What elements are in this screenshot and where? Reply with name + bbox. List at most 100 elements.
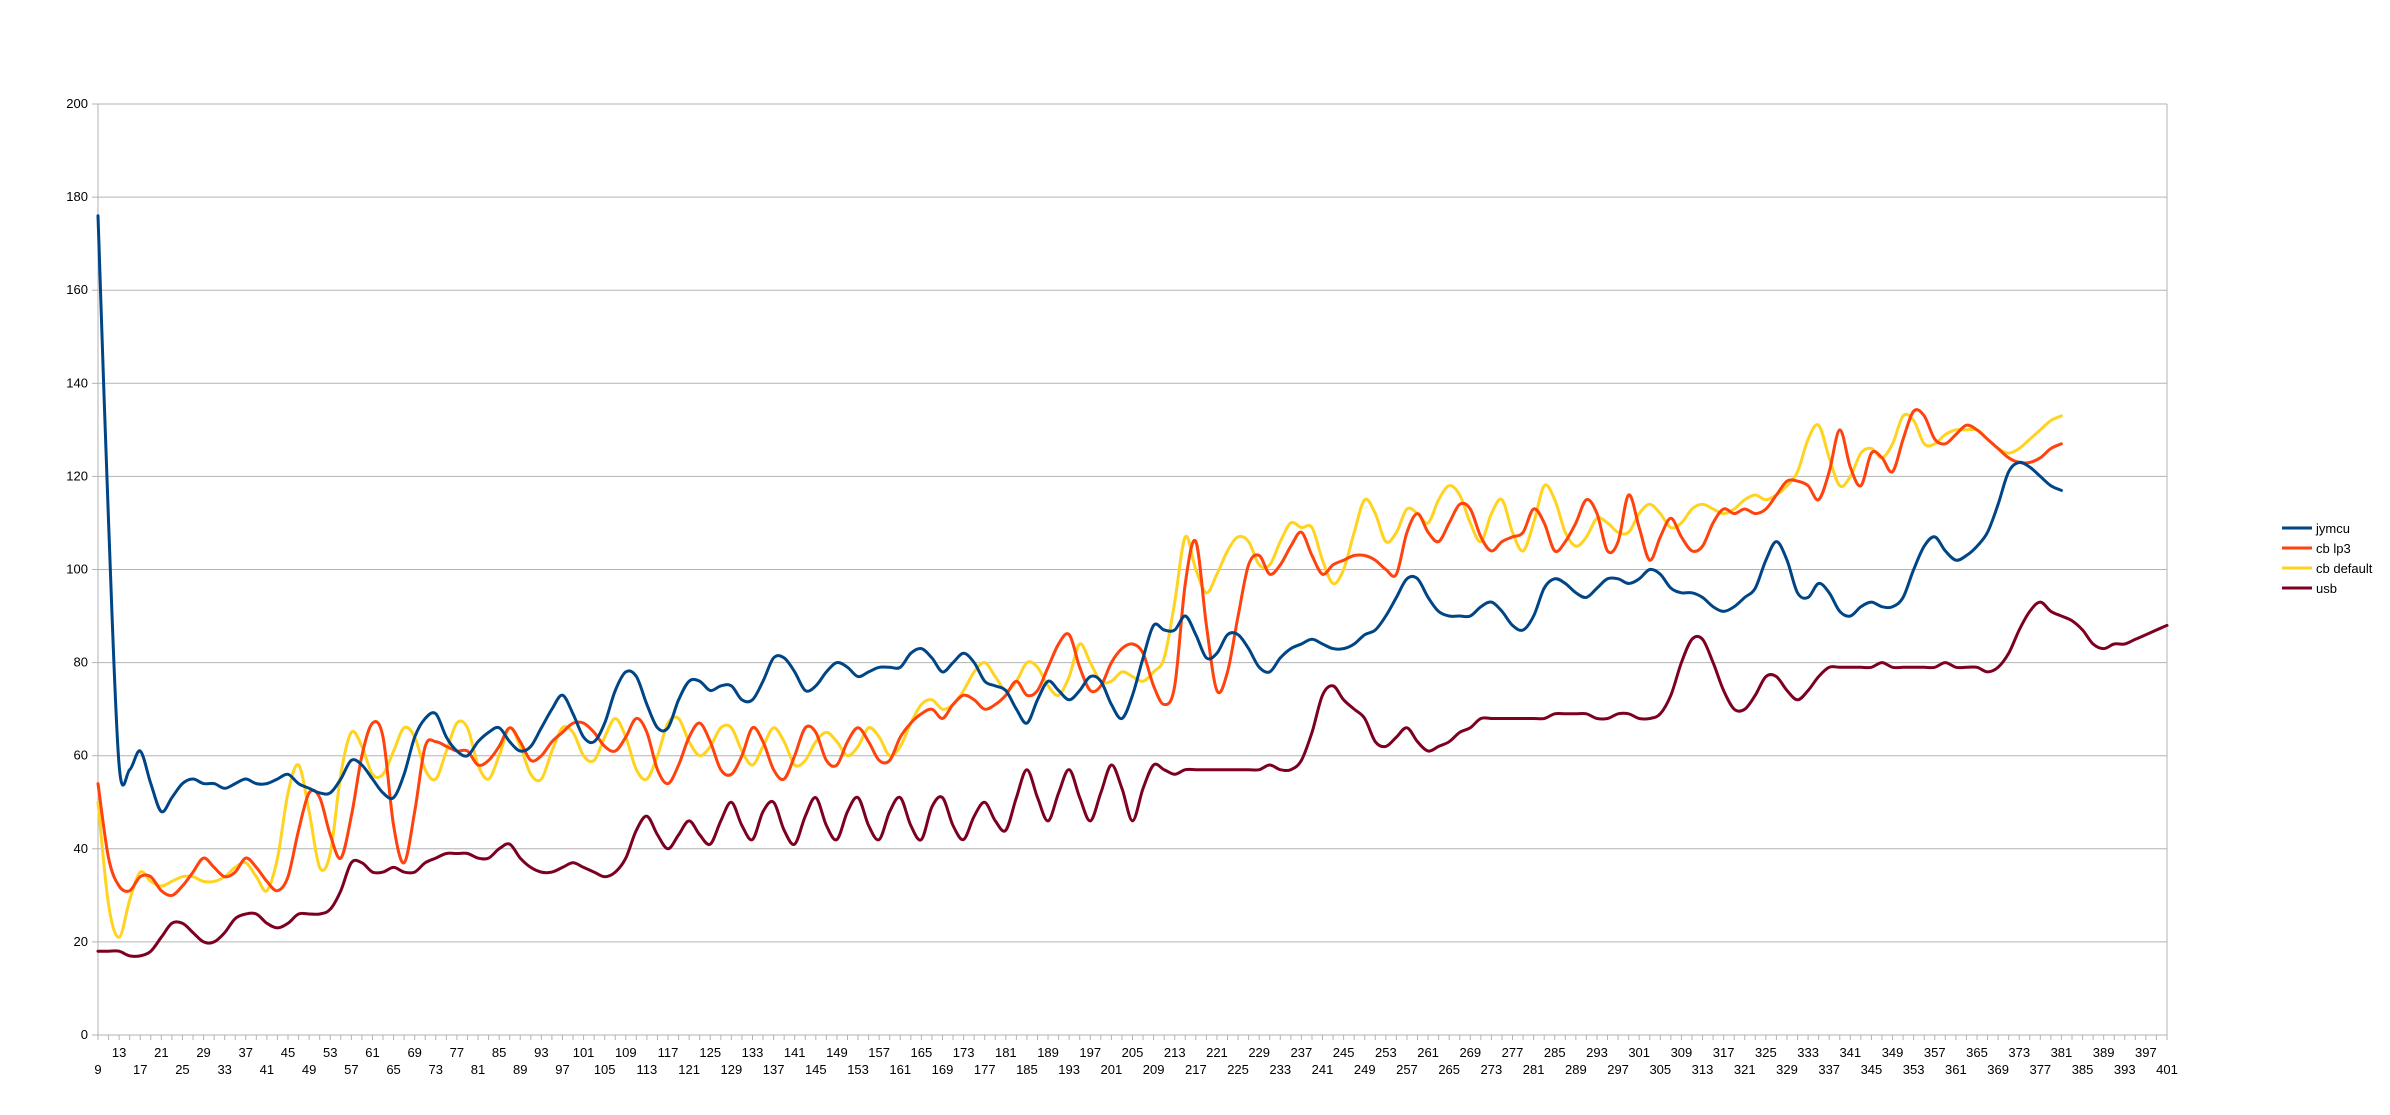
series-line-cb-lp3 xyxy=(96,408,2063,898)
x-tick-label: 17 xyxy=(133,1062,147,1077)
x-tick-label: 261 xyxy=(1417,1045,1439,1060)
x-tick-label: 381 xyxy=(2051,1045,2073,1060)
x-tick-label: 345 xyxy=(1861,1062,1883,1077)
x-tick-label: 61 xyxy=(365,1045,379,1060)
x-tick-label: 213 xyxy=(1164,1045,1186,1060)
x-tick-label: 57 xyxy=(344,1062,358,1077)
y-tick-label: 80 xyxy=(74,655,88,670)
x-tick-label: 77 xyxy=(450,1045,464,1060)
x-tick-label: 225 xyxy=(1227,1062,1249,1077)
x-tick-label: 253 xyxy=(1375,1045,1397,1060)
x-tick-label: 401 xyxy=(2156,1062,2178,1077)
x-tick-label: 321 xyxy=(1734,1062,1756,1077)
y-axis: 0 20 40 60 80 100 120 140 160 180 200 xyxy=(66,96,98,1042)
legend: jymcu cb lp3 cb default usb xyxy=(2282,521,2373,596)
x-tick-label: 313 xyxy=(1692,1062,1714,1077)
x-tick-label: 49 xyxy=(302,1062,316,1077)
x-tick-label: 185 xyxy=(1016,1062,1038,1077)
x-tick-label: 289 xyxy=(1565,1062,1587,1077)
x-tick-label: 109 xyxy=(615,1045,637,1060)
legend-label-usb: usb xyxy=(2316,581,2337,596)
x-tick-label: 153 xyxy=(847,1062,869,1077)
x-tick-label: 369 xyxy=(1987,1062,2009,1077)
x-tick-label: 129 xyxy=(721,1062,743,1077)
x-tick-label: 145 xyxy=(805,1062,827,1077)
x-tick-label: 237 xyxy=(1291,1045,1313,1060)
x-tick-label: 353 xyxy=(1903,1062,1925,1077)
x-tick-label: 285 xyxy=(1544,1045,1566,1060)
series-line-usb xyxy=(96,600,2169,958)
x-tick-label: 377 xyxy=(2029,1062,2051,1077)
x-tick-label: 97 xyxy=(555,1062,569,1077)
x-tick-label: 137 xyxy=(763,1062,785,1077)
y-tick-label: 200 xyxy=(66,96,88,111)
y-tick-label: 180 xyxy=(66,189,88,204)
x-tick-label: 125 xyxy=(699,1045,721,1060)
y-tick-label: 120 xyxy=(66,468,88,483)
x-tick-label: 165 xyxy=(911,1045,933,1060)
x-tick-label: 25 xyxy=(175,1062,189,1077)
x-tick-label: 141 xyxy=(784,1045,806,1060)
x-tick-label: 277 xyxy=(1502,1045,1524,1060)
series-lines xyxy=(96,214,2169,958)
x-tick-label: 21 xyxy=(154,1045,168,1060)
x-tick-label: 305 xyxy=(1649,1062,1671,1077)
x-tick-label: 365 xyxy=(1966,1045,1988,1060)
x-tick-label: 13 xyxy=(112,1045,126,1060)
y-tick-label: 140 xyxy=(66,375,88,390)
x-tick-label: 149 xyxy=(826,1045,848,1060)
x-tick-label: 173 xyxy=(953,1045,975,1060)
x-tick-label: 81 xyxy=(471,1062,485,1077)
y-tick-label: 20 xyxy=(74,934,88,949)
x-tick-label: 113 xyxy=(637,1062,658,1077)
x-tick-label: 297 xyxy=(1607,1062,1629,1077)
x-tick-label: 117 xyxy=(658,1045,679,1060)
x-tick-label: 121 xyxy=(678,1062,700,1077)
x-tick-label: 177 xyxy=(974,1062,996,1077)
y-tick-label: 100 xyxy=(66,562,88,577)
x-tick-label: 53 xyxy=(323,1045,337,1060)
x-tick-label: 69 xyxy=(407,1045,421,1060)
x-tick-label: 241 xyxy=(1312,1062,1334,1077)
y-tick-label: 60 xyxy=(74,748,88,763)
x-tick-label: 157 xyxy=(868,1045,890,1060)
x-tick-label: 309 xyxy=(1671,1045,1693,1060)
x-tick-label: 333 xyxy=(1797,1045,1819,1060)
x-tick-label: 329 xyxy=(1776,1062,1798,1077)
x-axis: 13 21 29 37 45 53 61 69 77 85 93 101 109 117 125 133 141… xyxy=(94,1035,2178,1077)
x-tick-label: 41 xyxy=(260,1062,274,1077)
y-tick-label: 0 xyxy=(81,1027,88,1042)
x-tick-label: 9 xyxy=(94,1062,101,1077)
x-tick-label: 105 xyxy=(594,1062,616,1077)
x-tick-label: 181 xyxy=(995,1045,1017,1060)
x-tick-label: 201 xyxy=(1101,1062,1123,1077)
x-tick-label: 269 xyxy=(1459,1045,1481,1060)
y-tick-label: 160 xyxy=(66,282,88,297)
legend-label-cb-default: cb default xyxy=(2316,561,2373,576)
x-tick-label: 133 xyxy=(742,1045,764,1060)
x-tick-label: 169 xyxy=(932,1062,954,1077)
x-tick-label: 397 xyxy=(2135,1045,2157,1060)
x-tick-label: 249 xyxy=(1354,1062,1376,1077)
x-tick-label: 161 xyxy=(889,1062,911,1077)
series-line-jymcu xyxy=(96,214,2063,814)
x-tick-label: 265 xyxy=(1438,1062,1460,1077)
legend-label-jymcu: jymcu xyxy=(2315,521,2350,536)
x-tick-label: 217 xyxy=(1185,1062,1207,1077)
x-tick-label: 65 xyxy=(386,1062,400,1077)
x-tick-label: 389 xyxy=(2093,1045,2115,1060)
x-tick-label: 73 xyxy=(429,1062,443,1077)
x-tick-label: 325 xyxy=(1755,1045,1777,1060)
x-tick-label: 29 xyxy=(196,1045,210,1060)
x-tick-label: 209 xyxy=(1143,1062,1165,1077)
x-tick-label: 33 xyxy=(217,1062,231,1077)
x-tick-label: 221 xyxy=(1206,1045,1228,1060)
x-tick-label: 393 xyxy=(2114,1062,2136,1077)
x-tick-label: 273 xyxy=(1481,1062,1503,1077)
x-tick-label: 205 xyxy=(1122,1045,1144,1060)
x-tick-label: 45 xyxy=(281,1045,295,1060)
legend-label-cb-lp3: cb lp3 xyxy=(2316,541,2351,556)
x-tick-label: 293 xyxy=(1586,1045,1608,1060)
